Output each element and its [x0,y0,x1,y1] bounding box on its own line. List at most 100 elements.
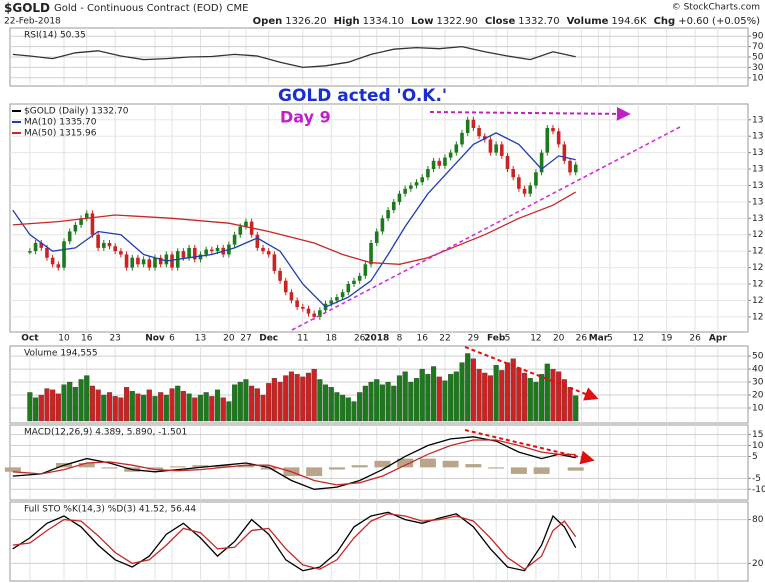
price-bar [335,297,339,301]
price-bar [539,152,544,173]
volume-bar [522,372,528,422]
volume-bar [135,393,141,422]
x-tick-label: 13 [195,334,206,344]
series-line [12,513,577,571]
volume-bar [431,366,437,422]
price-bar [73,224,78,232]
price-bar [244,221,248,227]
x-tick-label: 5 [607,334,613,344]
x-tick-label: 12 [633,334,644,344]
volume-bar [453,371,459,422]
y-tick-label: -10 [752,485,765,495]
volume-bar [305,372,312,422]
series-line [12,439,576,486]
quote-value: 1322.90 [437,16,478,27]
price-bar [153,257,157,268]
legend-label: $GOLD (Daily) 1332.70 [24,107,129,117]
price-bar [306,308,311,314]
volume-bar [374,379,380,422]
price-bar [568,160,572,173]
price-bar [215,247,220,252]
price-bar [511,169,515,178]
volume-bar [129,390,135,422]
x-tick-label: 20 [553,334,565,344]
volume-bar [527,378,533,422]
volume-bar [504,362,511,422]
y-tick-label: -5 [752,474,761,484]
price-bar [346,284,351,293]
price-bar [340,292,345,298]
histogram-bar [260,467,277,470]
volume-bar [499,370,505,422]
volume-bar [89,385,95,422]
volume-bar [180,390,186,422]
volume-bar [385,381,391,422]
price-bar [556,131,561,145]
volume-bar [78,379,84,422]
price-bar [170,254,174,268]
price-bar [255,234,260,248]
histogram-bar [169,466,186,468]
macd-arrow [464,429,595,465]
histogram-bar [397,458,414,468]
volume-bar [419,368,425,422]
histogram-bar [101,467,118,469]
volume-bar [561,379,567,422]
volume-bar [27,392,33,422]
y-tick-label: 12 [752,247,763,257]
price-bar [278,270,282,281]
price-bar [386,210,390,219]
y-tick-label: 80 [752,515,764,525]
volume-bar [436,376,442,422]
x-tick-label: 18 [326,334,338,344]
price-bar [545,127,550,153]
volume-bar [544,363,550,422]
volume-bar [408,381,414,422]
drawn-annotations: GOLD acted 'O.K.' Day 9 [278,86,681,465]
legend-label: MA(10) 1335.70 [24,118,97,128]
quote-label: Open [253,16,283,27]
volume-bar [283,375,289,422]
volume-bar [266,383,272,422]
histogram-bar [237,465,254,468]
histogram-bar [374,460,391,468]
x-tick-label: 2018 [364,334,389,344]
quote-value: 194.6K [611,16,647,27]
price-bar [477,127,481,137]
volume-bar [271,378,277,422]
price-bar [266,251,271,255]
y-tick-label: 12 [752,312,763,322]
annotation: GOLD acted 'O.K.' [278,86,447,106]
price-bar [301,307,305,309]
histogram-bar [510,467,527,474]
price-bar [534,172,538,186]
y-tick-label: 12 [752,280,763,290]
y-tick-label: 50 [752,53,764,63]
price-bar [232,234,237,245]
histogram-bar [328,467,345,470]
volume-bar [402,371,408,422]
price-bar [528,185,533,194]
histogram-bar [306,467,323,477]
volume-bar [192,397,198,422]
volume-bar [163,394,169,422]
volume-bar [249,385,255,422]
price-bar [357,275,362,281]
x-tick-label: 19 [661,334,673,344]
annotation: Day 9 [280,108,331,127]
price-bar [62,241,66,268]
x-tick-label: 26 [689,334,701,344]
legend-label: MA(50) 1315.96 [24,129,97,139]
price-bar [471,119,476,128]
volume-bar [470,358,476,422]
volume-bar [141,394,147,422]
x-tick-label: 8 [397,334,403,344]
volume-bar [152,396,158,422]
series-line [12,191,577,265]
price-bar [448,152,453,158]
price-bar [380,218,385,232]
quote-value: 1326.20 [285,16,326,27]
price-bar [181,251,186,258]
series-line [12,511,577,572]
